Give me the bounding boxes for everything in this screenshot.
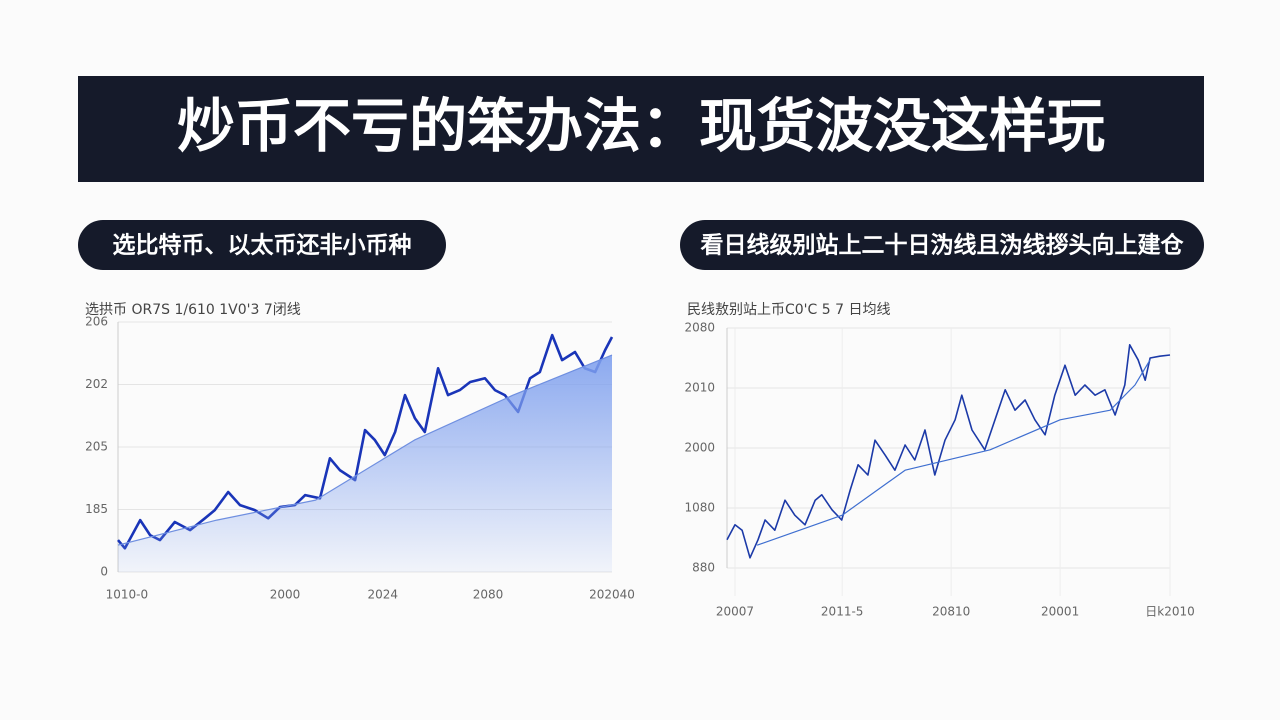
line bbox=[117, 354, 613, 546]
y-tick-label: 0 bbox=[100, 565, 108, 579]
x-tick-label: 2080 bbox=[473, 588, 504, 602]
pill bbox=[680, 220, 1204, 270]
x-tick-label: 1010-0 bbox=[106, 588, 149, 602]
x-tick-label: 202040 bbox=[589, 588, 635, 602]
y-tick-label: 206 bbox=[85, 315, 108, 329]
x-tick-label: 2000 bbox=[270, 588, 301, 602]
chart-title: 民线敖别站上币C0'C 5 7 日均线 bbox=[687, 302, 890, 318]
title-bar bbox=[78, 76, 1204, 182]
x-tick-label: 2011-5 bbox=[821, 605, 864, 619]
pill bbox=[78, 220, 446, 270]
area bbox=[118, 355, 612, 572]
line bbox=[726, 344, 1171, 559]
x-tick-label: 2024 bbox=[368, 588, 399, 602]
line bbox=[756, 359, 1151, 546]
chart-title: 选拱币 OR7S 1/610 1V0'3 7闭线 bbox=[85, 302, 301, 318]
y-tick-label: 205 bbox=[85, 440, 108, 454]
x-tick-label: 日k2010 bbox=[1145, 605, 1195, 619]
y-tick-label: 2010 bbox=[684, 381, 715, 395]
x-tick-label: 20810 bbox=[932, 605, 970, 619]
pill-text: 看日线级别站上二十日沩线且沩线拶头向上建仓 bbox=[701, 232, 1185, 259]
line bbox=[117, 333, 614, 550]
y-tick-label: 185 bbox=[85, 502, 108, 516]
y-tick-label: 880 bbox=[692, 561, 715, 575]
title: 炒币不亏的笨办法：现货波没这样玩 bbox=[177, 92, 1105, 160]
y-tick-label: 2000 bbox=[684, 441, 715, 455]
x-tick-label: 20001 bbox=[1041, 605, 1079, 619]
y-tick-label: 2080 bbox=[684, 321, 715, 335]
pill-text: 选比特币、以太币还非小币种 bbox=[113, 233, 412, 259]
y-tick-label: 202 bbox=[85, 377, 108, 391]
x-tick-label: 20007 bbox=[716, 605, 754, 619]
y-tick-label: 1080 bbox=[684, 501, 715, 515]
